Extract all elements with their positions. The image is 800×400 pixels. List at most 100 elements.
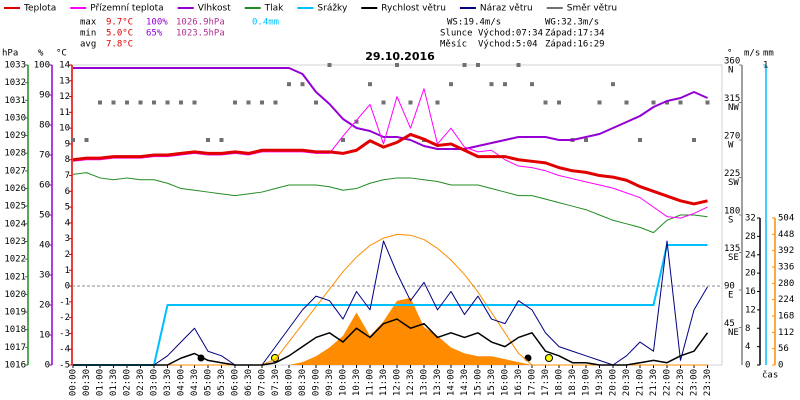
series-line	[73, 318, 709, 366]
tick-label: 1	[763, 61, 768, 71]
series-point	[98, 100, 102, 105]
tick-label: 8	[745, 324, 750, 334]
tick-label: 12	[745, 305, 756, 315]
legend-label: Náraz větru	[480, 4, 533, 14]
info-text: Západ:17:34	[545, 29, 605, 39]
tick-label: 7	[65, 171, 70, 181]
tick-label: 40	[39, 241, 50, 251]
series-point	[84, 138, 89, 142]
tick-label: 1023	[4, 237, 26, 247]
tick-label: 90	[724, 282, 735, 292]
x-tick-label: 01:30	[109, 369, 119, 396]
series-point	[314, 100, 318, 105]
x-tick-label: 23:30	[703, 369, 713, 396]
tick-label: W	[728, 141, 734, 151]
tick-label: 1030	[4, 113, 26, 123]
x-tick-label: 03:30	[163, 369, 173, 396]
info-text: Východ:5:04	[478, 40, 538, 50]
series-point	[408, 100, 413, 105]
x-tick-label: 23:00	[690, 369, 700, 396]
stat-text: 65%	[146, 29, 163, 39]
x-tick-label: 13:30	[433, 369, 443, 396]
info-text: Slunce	[440, 29, 473, 39]
tick-label: S	[728, 216, 733, 226]
x-tick-label: 20:30	[622, 369, 632, 396]
series-point	[584, 138, 588, 142]
tick-label: 5	[65, 203, 70, 213]
axis-unit: m/s	[744, 49, 760, 59]
x-tick-label: 02:00	[123, 369, 133, 396]
x-tick-label: 08:00	[285, 369, 295, 396]
tick-label: 11	[59, 108, 70, 118]
tick-label: 30	[39, 271, 50, 281]
series-point	[435, 100, 440, 105]
tick-label: 10	[39, 331, 50, 341]
series-area	[73, 297, 708, 365]
series-point	[219, 138, 224, 142]
tick-label: 392	[778, 246, 794, 256]
series-point	[705, 100, 710, 105]
x-tick-label: 01:00	[96, 369, 106, 396]
stat-text: 9.7°C	[106, 18, 133, 28]
tick-label: 1020	[4, 290, 26, 300]
series-point	[489, 82, 494, 87]
series-point	[152, 100, 156, 105]
x-tick-label: 08:30	[298, 369, 308, 396]
tick-label: 24	[745, 250, 756, 260]
x-tick-label: 03:00	[150, 369, 160, 396]
series-point	[503, 82, 507, 87]
series-point	[638, 138, 642, 142]
stat-text: 7.8°C	[106, 40, 133, 50]
tick-label: 0	[45, 361, 50, 371]
x-tick-label: 12:00	[393, 369, 403, 396]
x-tick-label: 12:30	[406, 369, 416, 396]
series-point	[530, 82, 534, 87]
x-tick-label: 06:30	[244, 369, 254, 396]
series-point	[449, 82, 453, 87]
tick-label: 14	[59, 61, 70, 71]
stat-text: 0.4mm	[252, 18, 279, 28]
series-line	[72, 88, 708, 219]
series-point	[597, 100, 602, 105]
tick-label: 6	[65, 187, 70, 197]
series-line	[73, 240, 708, 366]
tick-label: 360	[724, 57, 740, 67]
series-point	[273, 100, 278, 105]
series-point	[125, 100, 129, 105]
tick-label: 336	[778, 263, 794, 273]
x-tick-label: 14:00	[447, 369, 457, 396]
series-point	[246, 100, 251, 105]
series-point	[341, 138, 345, 142]
series-point	[611, 82, 615, 87]
x-tick-label: 21:00	[636, 369, 646, 396]
series-point	[543, 100, 548, 105]
series-line	[72, 132, 708, 206]
legend-label: Tlak	[264, 4, 285, 14]
x-tick-label: 19:00	[582, 369, 592, 396]
x-tick-label: 13:00	[420, 369, 430, 396]
tick-label: 315	[724, 94, 740, 104]
legend-label: Směr větru	[567, 4, 617, 14]
x-tick-label: 00:00	[69, 369, 79, 396]
tick-label: 100	[34, 61, 50, 71]
stat-text: avg	[80, 40, 96, 50]
tick-label: 8	[65, 155, 70, 165]
x-tick-label: 10:30	[352, 369, 362, 396]
tick-label: 1026	[4, 184, 26, 194]
series-line	[73, 67, 708, 150]
legend-label: Rychlost větru	[381, 4, 446, 14]
tick-label: -4	[59, 345, 70, 355]
x-tick-label: 02:30	[136, 369, 146, 396]
tick-label: 225	[724, 169, 740, 179]
series-point	[354, 119, 359, 124]
series-point	[179, 100, 183, 105]
x-tick-label: 04:00	[177, 369, 187, 396]
x-tick-label: 22:00	[663, 369, 673, 396]
series-line	[72, 172, 708, 234]
series-point	[651, 100, 656, 105]
x-tick-label: 18:30	[568, 369, 578, 396]
x-tick-label: 20:00	[609, 369, 619, 396]
tick-label: 16	[745, 287, 756, 297]
tick-label: 80	[39, 121, 50, 131]
series-point	[381, 100, 386, 105]
